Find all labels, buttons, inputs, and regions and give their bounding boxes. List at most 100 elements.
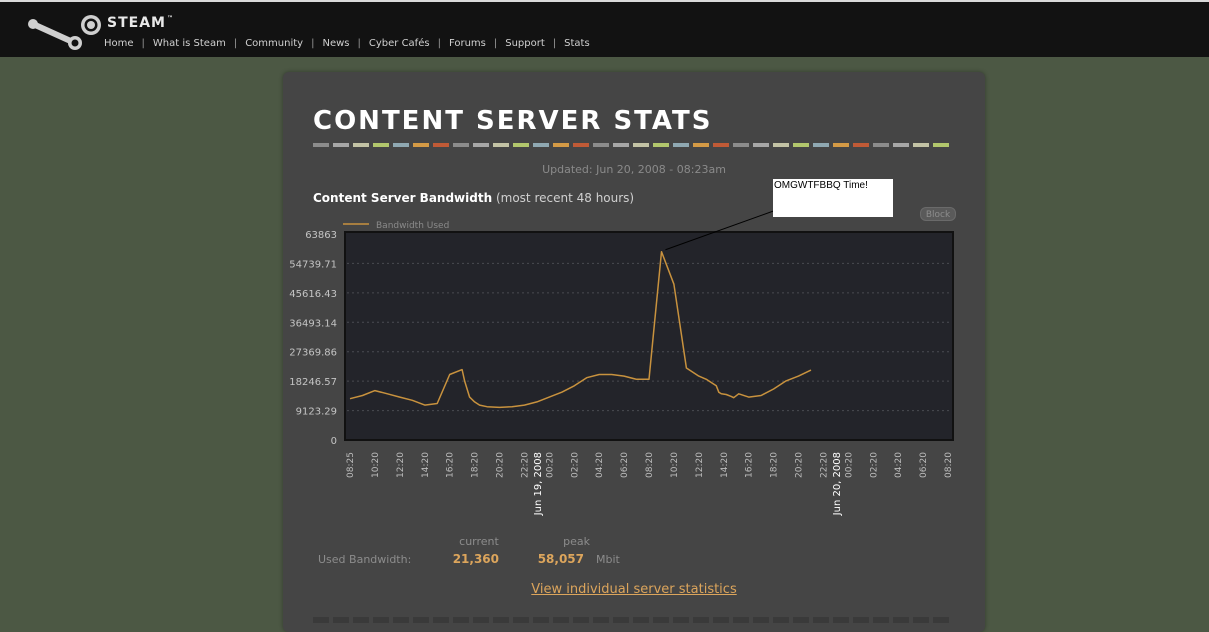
stripe-segment <box>833 143 849 147</box>
x-tick-label: 00:20 <box>844 452 854 478</box>
stripe-segment <box>413 143 429 147</box>
stripe-segment <box>693 617 709 623</box>
stripe-segment <box>773 617 789 623</box>
stripe-segment <box>673 143 689 147</box>
steam-logo-icon[interactable] <box>25 13 105 53</box>
nav-stats[interactable]: Stats <box>564 38 590 49</box>
x-tick-label: 22:20 <box>520 452 530 478</box>
stripe-segment <box>873 617 889 623</box>
stripe-segment <box>493 143 509 147</box>
nav-cyber-caf-s[interactable]: Cyber Cafés <box>368 38 430 49</box>
x-tick-label: 12:20 <box>695 452 705 478</box>
stripe-segment <box>833 617 849 623</box>
block-button[interactable]: Block <box>920 207 956 221</box>
x-tick-label: 04:20 <box>894 452 904 478</box>
stripe-segment <box>453 617 469 623</box>
nav-news[interactable]: News <box>322 38 350 49</box>
stripe-segment <box>653 617 669 623</box>
nav-separator: | <box>493 38 498 49</box>
x-date-marker: Jun 19, 2008 <box>533 452 544 516</box>
bandwidth-chart: 63863 54739.71 45616.43 36493.14 27369.86 182… <box>289 208 954 516</box>
nav-what-is-steam[interactable]: What is Steam <box>152 38 226 49</box>
stripe-segment <box>313 617 329 623</box>
stripe-segment <box>433 617 449 623</box>
brand-text: STEAM <box>107 15 166 31</box>
nav-community[interactable]: Community <box>245 38 304 49</box>
x-tick-label: 12:20 <box>396 452 406 478</box>
stripe-segment <box>553 143 569 147</box>
nav-separator: | <box>311 38 315 49</box>
stripe-segment <box>633 143 649 147</box>
x-date-marker: Jun 20, 2008 <box>832 452 843 516</box>
stripe-segment <box>353 617 369 623</box>
stripe-segment <box>753 143 769 147</box>
stripe-segment <box>693 143 709 147</box>
stripe-segment <box>373 143 389 147</box>
stripe-segment <box>793 617 809 623</box>
y-tick-label: 63863 <box>305 230 337 241</box>
x-tick-label: 06:20 <box>620 452 630 478</box>
y-tick-label: 45616.43 <box>289 289 337 300</box>
nav-separator: | <box>141 38 145 49</box>
stripe-segment <box>813 143 829 147</box>
stripe-segment <box>493 617 509 623</box>
page-title: CONTENT SERVER STATS <box>313 106 713 136</box>
stripe-segment <box>813 617 829 623</box>
stripe-segment <box>633 617 649 623</box>
stats-current-header: current <box>459 535 499 548</box>
bottom-stripe <box>313 617 949 623</box>
stats-peak-header: peak <box>563 535 590 548</box>
stripe-segment <box>453 143 469 147</box>
y-tick-label: 36493.14 <box>289 318 337 329</box>
stripe-segment <box>393 617 409 623</box>
x-tick-label: 10:20 <box>371 452 381 478</box>
nav-support[interactable]: Support <box>505 38 545 49</box>
x-tick-label: 14:20 <box>720 452 730 478</box>
stripe-segment <box>593 143 609 147</box>
x-tick-label: 14:20 <box>421 452 431 478</box>
x-tick-label: 16:20 <box>745 452 755 478</box>
x-tick-label: 22:20 <box>819 452 829 478</box>
stripe-segment <box>933 617 949 623</box>
steam-wordmark[interactable]: STEAM™ <box>107 15 174 31</box>
stripe-segment <box>653 143 669 147</box>
stripe-segment <box>853 617 869 623</box>
x-tick-label: 16:20 <box>446 452 456 478</box>
stripe-segment <box>573 617 589 623</box>
nav-home[interactable]: Home <box>104 38 134 49</box>
stripe-segment <box>393 143 409 147</box>
stripe-segment <box>473 617 489 623</box>
stripe-segment <box>353 143 369 147</box>
x-tick-label: 20:20 <box>795 452 805 478</box>
stripe-segment <box>753 617 769 623</box>
y-tick-label: 18246.57 <box>289 377 337 388</box>
x-tick-label: 18:20 <box>471 452 481 478</box>
stripe-segment <box>673 617 689 623</box>
stripe-segment <box>373 617 389 623</box>
stripe-segment <box>933 143 949 147</box>
stripe-segment <box>713 617 729 623</box>
updated-timestamp: Updated: Jun 20, 2008 - 08:23am <box>542 163 726 176</box>
stripe-segment <box>313 143 329 147</box>
x-tick-label: 04:20 <box>595 452 605 478</box>
stripe-segment <box>513 143 529 147</box>
nav-forums[interactable]: Forums <box>448 38 486 49</box>
stripe-segment <box>613 617 629 623</box>
stripe-segment <box>893 617 909 623</box>
stats-unit: Mbit <box>596 553 620 566</box>
x-tick-label: 08:20 <box>944 452 954 478</box>
y-tick-label: 0 <box>331 436 337 447</box>
stripe-segment <box>573 143 589 147</box>
nav-separator: | <box>437 38 441 49</box>
chart-heading-subtitle: (most recent 48 hours) <box>495 191 635 205</box>
stripe-segment <box>873 143 889 147</box>
trademark: ™ <box>166 15 174 22</box>
stripe-segment <box>513 617 529 623</box>
stripe-segment <box>713 143 729 147</box>
x-tick-label: 10:20 <box>670 452 680 478</box>
stripe-segment <box>533 617 549 623</box>
view-server-stats-link[interactable]: View individual server statistics <box>531 582 737 597</box>
stats-label: Used Bandwidth: <box>318 553 412 566</box>
y-tick-label: 9123.29 <box>296 407 337 418</box>
stripe-segment <box>613 143 629 147</box>
